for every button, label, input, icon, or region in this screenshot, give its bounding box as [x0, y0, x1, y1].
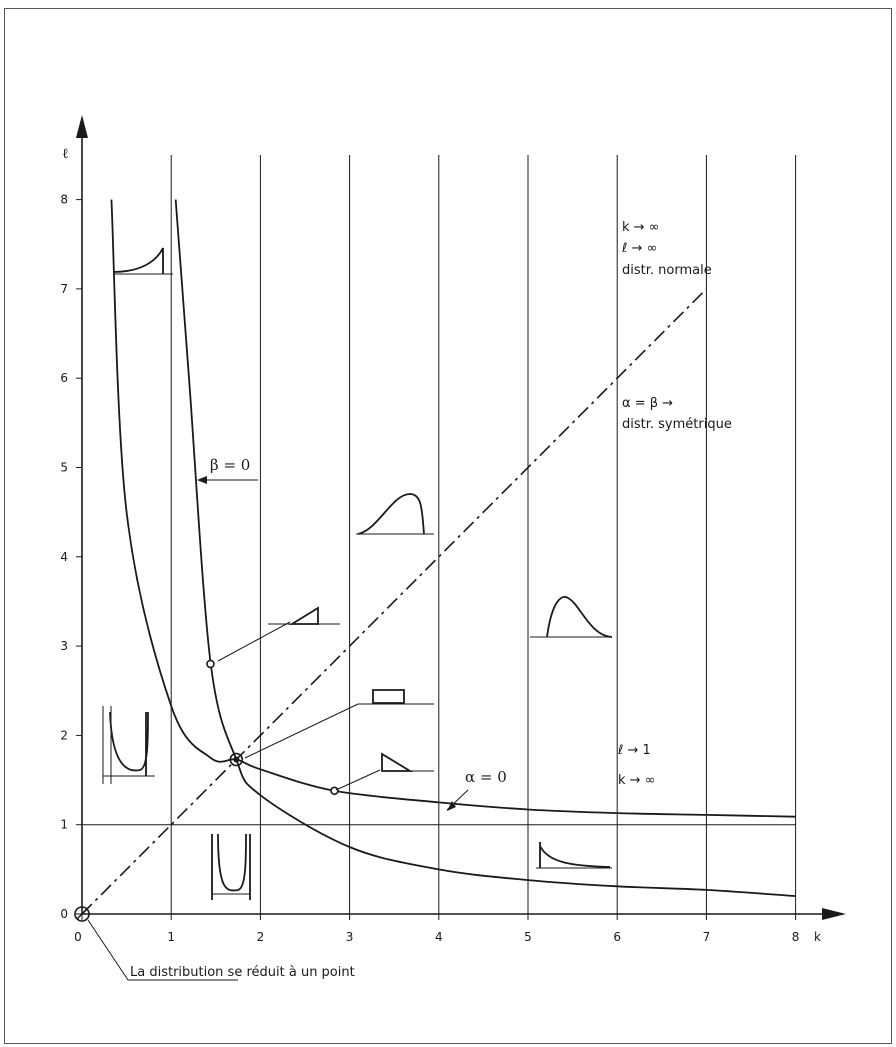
x-tick-label: 1: [167, 930, 175, 944]
marked-point: [206, 659, 215, 669]
beta-zero-label: β = 0: [210, 456, 250, 474]
alpha-zero-curve: [110, 199, 796, 818]
l-to-one-label: ℓ → 1: [617, 743, 651, 758]
leader-line: [217, 621, 291, 662]
y-tick-label: 5: [60, 461, 68, 475]
alpha-equals-beta-line: [81, 288, 707, 915]
x-tick-label: 5: [524, 930, 532, 944]
marked-point: [229, 752, 244, 767]
sketch-shape: [109, 711, 149, 776]
x-tick-label: 6: [613, 930, 621, 944]
x-tick-label: 4: [435, 930, 443, 944]
sketch-shape: [381, 752, 414, 772]
shape-sketches: [102, 247, 613, 900]
marked-point-cross: [76, 908, 88, 920]
marked-point-core: [233, 756, 240, 763]
marked-point: [74, 906, 90, 922]
x-tick-label: 8: [792, 930, 800, 944]
sketch-shape: [288, 606, 319, 625]
y-tick-label: 8: [60, 193, 68, 207]
x-tick-label: 2: [257, 930, 265, 944]
leader-arrow: [197, 476, 207, 484]
x-tick-label: 0: [74, 930, 82, 944]
symmetric-label: distr. symétrique: [622, 417, 732, 432]
curves: [74, 199, 796, 922]
annotations: β = 0 α = 0 k → ∞ ℓ → ∞ distr. normale α = β …: [87, 220, 732, 981]
y-tick-label: 2: [60, 728, 68, 742]
leader-arrow: [447, 801, 456, 811]
point-label: La distribution se réduit à un point: [130, 965, 355, 980]
y-tick-label: 6: [60, 371, 68, 385]
alpha-beta-label: α = β →: [622, 396, 673, 411]
leader-line: [244, 703, 359, 759]
leader-line: [335, 769, 381, 791]
y-tick-label: 1: [60, 818, 68, 832]
y-axis-arrow: [76, 115, 88, 138]
sketch-shape: [546, 596, 613, 638]
k-to-inf-label: k → ∞: [618, 773, 656, 788]
grid: [82, 154, 797, 914]
x-tick-label: 3: [346, 930, 354, 944]
leader-line: [87, 919, 129, 981]
limit-l-label: ℓ → ∞: [621, 241, 657, 256]
y-tick-label: 0: [60, 907, 68, 921]
marked-point: [330, 786, 339, 796]
y-tick-label: 3: [60, 639, 68, 653]
y-tick-label: 7: [60, 282, 68, 296]
y-tick-label: 4: [60, 550, 68, 564]
sketch-shape: [211, 833, 251, 900]
chart-frame: [4, 8, 892, 1044]
y-axis-label: ℓ: [62, 146, 69, 162]
x-axis-arrow: [822, 908, 846, 920]
x-tick-label: 7: [703, 930, 711, 944]
sketch-shape: [357, 493, 425, 535]
alpha-zero-label: α = 0: [465, 768, 507, 786]
normal-label: distr. normale: [622, 263, 712, 278]
sketch-shape: [372, 689, 405, 704]
beta-zero-curve: [174, 199, 796, 897]
limit-k-label: k → ∞: [622, 220, 660, 235]
sketch-shape: [539, 842, 611, 868]
sketch-shape: [112, 247, 164, 274]
x-axis-label: k: [814, 930, 821, 944]
